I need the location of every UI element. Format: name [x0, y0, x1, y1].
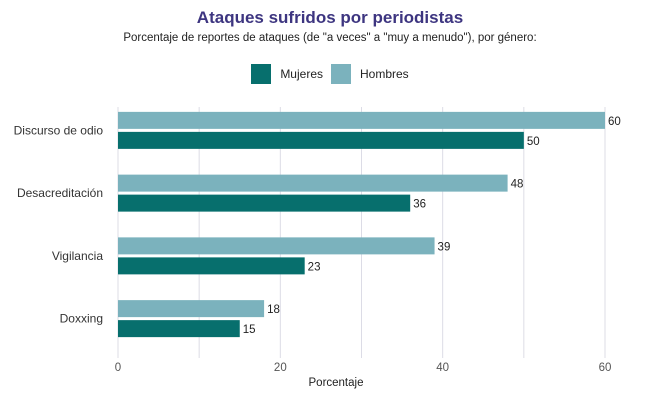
tick-label-20: 20 [274, 362, 287, 374]
bars: 60 50 48 36 39 23 18 15 [118, 111, 621, 338]
value-label-hombres-discurso-de-odio: 60 [608, 116, 621, 128]
x-axis-title: Porcentaje [309, 377, 364, 389]
bar-hombres-desacreditaci-n [118, 174, 508, 192]
tick-label-40: 40 [436, 362, 449, 374]
chart-title: Ataques sufridos por periodistas [196, 8, 464, 27]
bar-hombres-doxxing [118, 300, 265, 318]
legend-item-hombres: Hombres [331, 64, 409, 84]
bar-mujeres-vigilancia [118, 257, 305, 275]
legend-item-mujeres: Mujeres [251, 64, 323, 84]
bar-hombres-vigilancia [118, 237, 435, 255]
bar-hombres-discurso-de-odio [118, 111, 605, 129]
value-label-mujeres-discurso-de-odio: 50 [527, 136, 540, 148]
category-labels: Discurso de odio Desacreditación Vigilanci… [14, 123, 104, 325]
legend-swatch-hombres [331, 64, 351, 84]
category-label: Doxxing [60, 312, 103, 326]
category-label: Desacreditación [17, 186, 103, 200]
category-label: Vigilancia [52, 249, 103, 263]
value-label-hombres-desacreditaci-n: 48 [511, 179, 524, 191]
bar-mujeres-discurso-de-odio [118, 131, 524, 149]
legend: Mujeres Hombres [0, 64, 660, 84]
legend-label-mujeres: Mujeres [280, 67, 323, 81]
legend-swatch-mujeres [251, 64, 272, 84]
chart-subtitle: Porcentaje de reportes de ataques (de "a… [123, 32, 537, 44]
value-label-mujeres-vigilancia: 23 [308, 261, 321, 273]
tick-labels: 0 20 40 60 [115, 362, 612, 374]
legend-label-hombres: Hombres [360, 67, 409, 81]
value-label-mujeres-desacreditaci-n: 36 [413, 199, 426, 211]
tick-label-0: 0 [115, 362, 121, 374]
value-label-mujeres-doxxing: 15 [243, 324, 256, 336]
category-label: Discurso de odio [14, 123, 104, 137]
tick-label-60: 60 [599, 362, 612, 374]
bar-mujeres-desacreditaci-n [118, 194, 411, 212]
value-label-hombres-doxxing: 18 [267, 304, 280, 316]
value-label-hombres-vigilancia: 39 [438, 241, 451, 253]
bar-mujeres-doxxing [118, 320, 240, 338]
